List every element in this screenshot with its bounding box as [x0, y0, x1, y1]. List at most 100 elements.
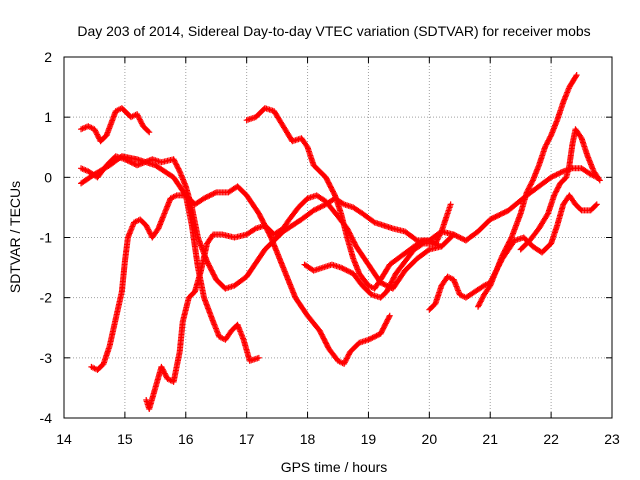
data-point [161, 370, 168, 377]
data-point [544, 211, 551, 218]
data-point [341, 359, 348, 366]
data-point [159, 366, 166, 373]
data-point [94, 132, 101, 139]
data-point [458, 235, 465, 242]
data-point [206, 192, 213, 199]
data-point [436, 232, 443, 239]
data-point [556, 170, 563, 177]
data-point [418, 241, 425, 248]
data-point [553, 187, 560, 194]
data-point [125, 158, 132, 165]
data-point [545, 137, 552, 144]
axis-ticks: 14 15 16 17 18 19 20 21 22 23 -4 -3 -2 -1 0 1 2 [40, 49, 620, 447]
data-point [501, 209, 508, 216]
data-point [131, 160, 138, 167]
data-point [128, 159, 135, 166]
data-point [176, 166, 183, 173]
data-point [380, 280, 387, 287]
data-point [341, 360, 348, 367]
data-point [316, 204, 323, 211]
data-point [546, 134, 553, 141]
data-point [145, 128, 152, 135]
data-point [477, 299, 484, 306]
data-point [143, 222, 150, 229]
data-point [491, 214, 498, 221]
x-tick-label: 23 [604, 431, 620, 447]
data-point [435, 235, 442, 242]
data-point [544, 140, 551, 147]
data-point [553, 171, 560, 178]
data-point [507, 235, 514, 242]
data-point [542, 144, 549, 151]
series-arc-2 [78, 105, 153, 145]
data-point [478, 297, 485, 304]
data-point [171, 157, 178, 164]
data-point [121, 156, 128, 163]
data-point [124, 157, 131, 164]
series-arc-1 [78, 153, 262, 364]
data-point [492, 213, 499, 220]
data-point [145, 227, 152, 234]
data-point [163, 373, 170, 380]
data-point [475, 303, 482, 310]
series-arc-3 [78, 153, 600, 292]
data-point [498, 210, 505, 217]
data-point [372, 333, 379, 340]
data-point [549, 173, 556, 180]
data-point [210, 190, 217, 197]
data-point [412, 236, 419, 243]
data-point [136, 116, 143, 123]
data-point [523, 189, 530, 196]
data-point [342, 266, 349, 273]
data-point [438, 243, 445, 250]
data-point [457, 234, 464, 241]
data-point [555, 184, 562, 191]
data-point [386, 314, 393, 321]
x-tick-label: 21 [482, 431, 498, 447]
data-point [130, 160, 137, 167]
x-tick-label: 19 [361, 431, 377, 447]
data-point [381, 281, 388, 288]
data-point [449, 232, 456, 239]
data-point [202, 194, 209, 201]
data-point [370, 218, 377, 225]
data-point [593, 201, 600, 208]
data-point [551, 191, 558, 198]
data-point [525, 185, 532, 192]
data-point [94, 131, 101, 138]
data-point [343, 356, 350, 363]
data-point [203, 194, 210, 201]
data-point [207, 192, 214, 199]
data-point [344, 267, 351, 274]
data-point [339, 200, 346, 207]
data-point [548, 174, 555, 181]
data-point [331, 191, 338, 198]
data-point [162, 371, 169, 378]
grid-lines [64, 57, 612, 418]
data-point [158, 363, 165, 370]
data-point [488, 215, 495, 222]
data-point [123, 156, 130, 163]
x-axis-label: GPS time / hours [281, 459, 388, 475]
data-point [134, 111, 141, 118]
data-point [159, 365, 166, 372]
data-point [369, 334, 376, 341]
data-point [572, 73, 579, 80]
series-arc-9 [475, 72, 580, 310]
data-point [542, 142, 549, 149]
data-point [365, 336, 372, 343]
data-points [78, 72, 603, 412]
chart-title: Day 203 of 2014, Sidereal Day-to-day VTE… [77, 23, 590, 39]
data-point [527, 181, 534, 188]
data-point [487, 216, 494, 223]
data-point [135, 113, 142, 120]
data-point [173, 161, 180, 168]
data-point [138, 120, 145, 127]
data-point [161, 369, 168, 376]
data-point [92, 127, 99, 134]
data-point [127, 158, 134, 165]
x-tick-label: 14 [56, 431, 72, 447]
data-point [493, 213, 500, 220]
y-tick-label: -1 [40, 230, 53, 246]
